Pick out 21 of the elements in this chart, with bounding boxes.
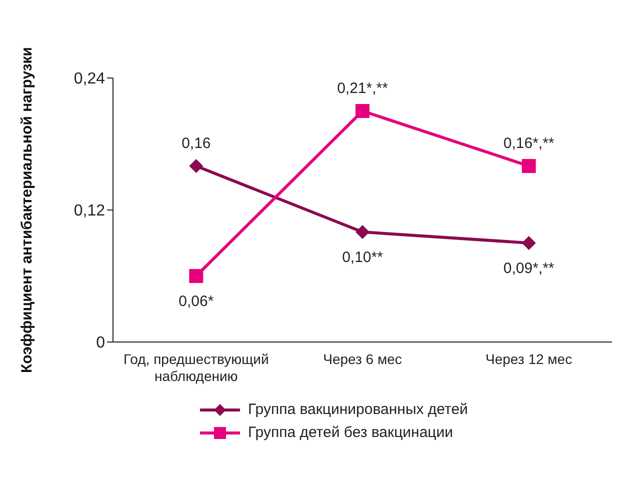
point [522, 236, 536, 250]
point [522, 159, 536, 173]
data-label: 0,10** [342, 249, 384, 266]
data-label: 0,21*,** [337, 80, 388, 97]
data-label: 0,06* [178, 293, 214, 310]
y-tick-label: 0,12 [74, 202, 106, 220]
point [189, 159, 204, 173]
data-label: 0,16 [182, 135, 211, 152]
legend-label: Группа детей без вакцинации [248, 424, 454, 441]
legend-label: Группа вакцинированных детей [248, 401, 468, 418]
x-tick-label: Через 12 мес [486, 351, 572, 367]
y-tick-label: 0,24 [74, 70, 106, 88]
point [356, 225, 370, 239]
data-label: 0,09*,** [503, 260, 554, 277]
data-label: 0,16*,** [503, 135, 554, 152]
point [189, 269, 204, 283]
x-tick-label: Год, предшествующий наблюдению [124, 351, 269, 384]
y-axis-title: Коэффициент антибактериальной нагрузки [18, 46, 36, 374]
y-tick-label: 0 [96, 334, 106, 352]
x-tick-label: Через 6 мес [323, 351, 402, 367]
point [356, 104, 370, 118]
